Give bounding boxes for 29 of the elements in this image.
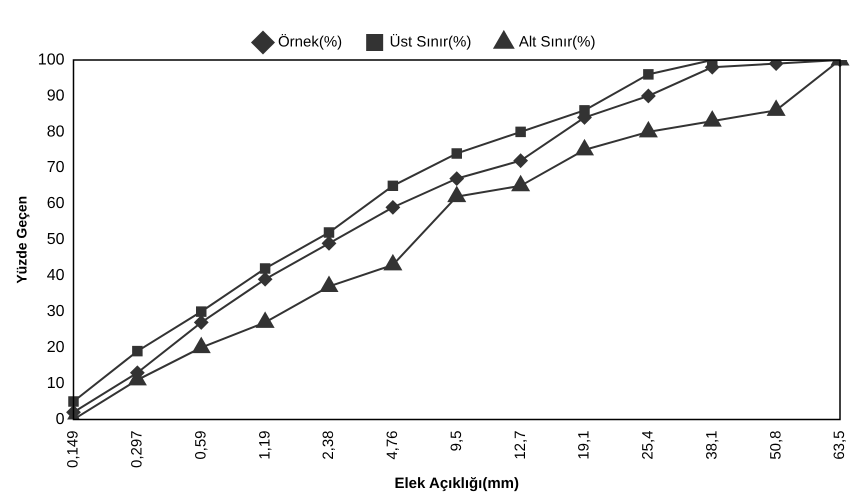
y-tick-label: 70 — [46, 159, 65, 176]
x-tick-label: 0,149 — [64, 430, 82, 468]
x-tick-label: 12,7 — [512, 430, 529, 460]
y-tick-label: 80 — [46, 123, 65, 140]
y-axis-title: Yüzde Geçen — [13, 196, 30, 284]
x-tick-label: 50,8 — [767, 430, 784, 460]
y-tick-label: 100 — [38, 51, 65, 68]
y-tick-label: 30 — [46, 303, 65, 320]
legend-label: Üst Sınır(%) — [390, 34, 472, 51]
y-tick-label: 20 — [46, 338, 65, 356]
legend-label: Alt Sınır(%) — [518, 34, 596, 51]
x-tick-label: 9,5 — [448, 430, 465, 452]
x-tick-label: 25,4 — [640, 430, 657, 460]
x-tick-label: 1,19 — [256, 430, 274, 460]
x-tick-label: 4,76 — [384, 430, 402, 460]
y-tick-label: 10 — [46, 374, 65, 392]
x-tick-label: 0,59 — [192, 430, 210, 460]
x-tick-label: 19,1 — [576, 430, 593, 460]
x-axis-title: Elek Açıklığı(mm) — [394, 475, 519, 492]
x-tick-label: 0,297 — [128, 430, 146, 468]
y-tick-label: 50 — [46, 231, 65, 248]
y-tick-label: 60 — [46, 195, 65, 212]
y-tick-label: 0 — [56, 410, 65, 428]
x-tick-label: 2,38 — [320, 430, 338, 460]
legend-label: Örnek(%) — [278, 34, 342, 51]
y-tick-label: 90 — [46, 87, 65, 104]
x-tick-label: 63,5 — [831, 430, 848, 460]
x-tick-label: 38,1 — [703, 430, 720, 460]
y-tick-label: 40 — [46, 267, 65, 284]
